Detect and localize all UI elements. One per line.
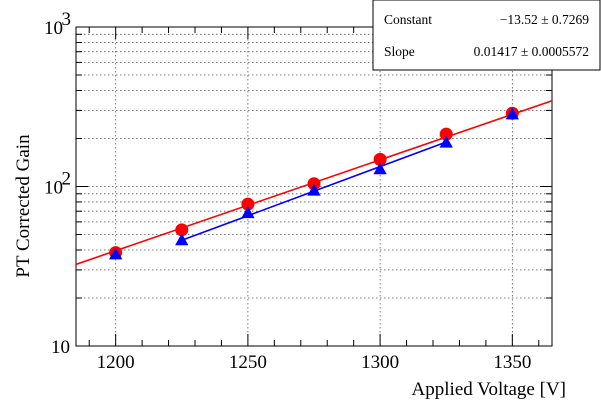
y-tick-label: 10 bbox=[44, 178, 63, 199]
stats-slope-value: 0.01417 ± 0.0005572 bbox=[474, 44, 589, 59]
y-tick-exponent: 3 bbox=[62, 9, 72, 30]
data-point-triangle bbox=[109, 247, 123, 260]
data-markers bbox=[109, 106, 519, 260]
stats-slope-label: Slope bbox=[384, 44, 415, 59]
stats-box: Constant −13.52 ± 0.7269 Slope 0.01417 ±… bbox=[372, 0, 601, 71]
data-point-circle bbox=[175, 223, 189, 237]
x-tick-label: 1300 bbox=[361, 352, 399, 373]
data-point-circle bbox=[307, 177, 321, 191]
stats-constant-value: −13.52 ± 0.7269 bbox=[500, 12, 590, 27]
y-tick-label: 10 bbox=[44, 18, 63, 39]
x-axis-title: Applied Voltage [V] bbox=[412, 379, 566, 400]
y-axis-title: PT Corrected Gain bbox=[13, 134, 34, 278]
x-tick-label: 1200 bbox=[97, 352, 135, 373]
y-tick-label: 10 bbox=[51, 337, 70, 358]
data-point-triangle bbox=[505, 107, 519, 120]
x-tick-label: 1350 bbox=[493, 352, 531, 373]
data-point-triangle bbox=[307, 183, 321, 196]
y-tick-exponent: 2 bbox=[62, 169, 72, 190]
stats-constant-label: Constant bbox=[384, 12, 432, 27]
data-point-triangle bbox=[241, 206, 255, 219]
data-point-triangle bbox=[373, 162, 387, 175]
data-point-circle bbox=[373, 152, 387, 166]
data-point-circle bbox=[241, 197, 255, 211]
data-point-circle bbox=[439, 127, 453, 141]
x-tick-label: 1250 bbox=[229, 352, 267, 373]
stats-box-frame bbox=[372, 0, 601, 71]
data-point-triangle bbox=[439, 135, 453, 148]
data-point-triangle bbox=[175, 233, 189, 246]
